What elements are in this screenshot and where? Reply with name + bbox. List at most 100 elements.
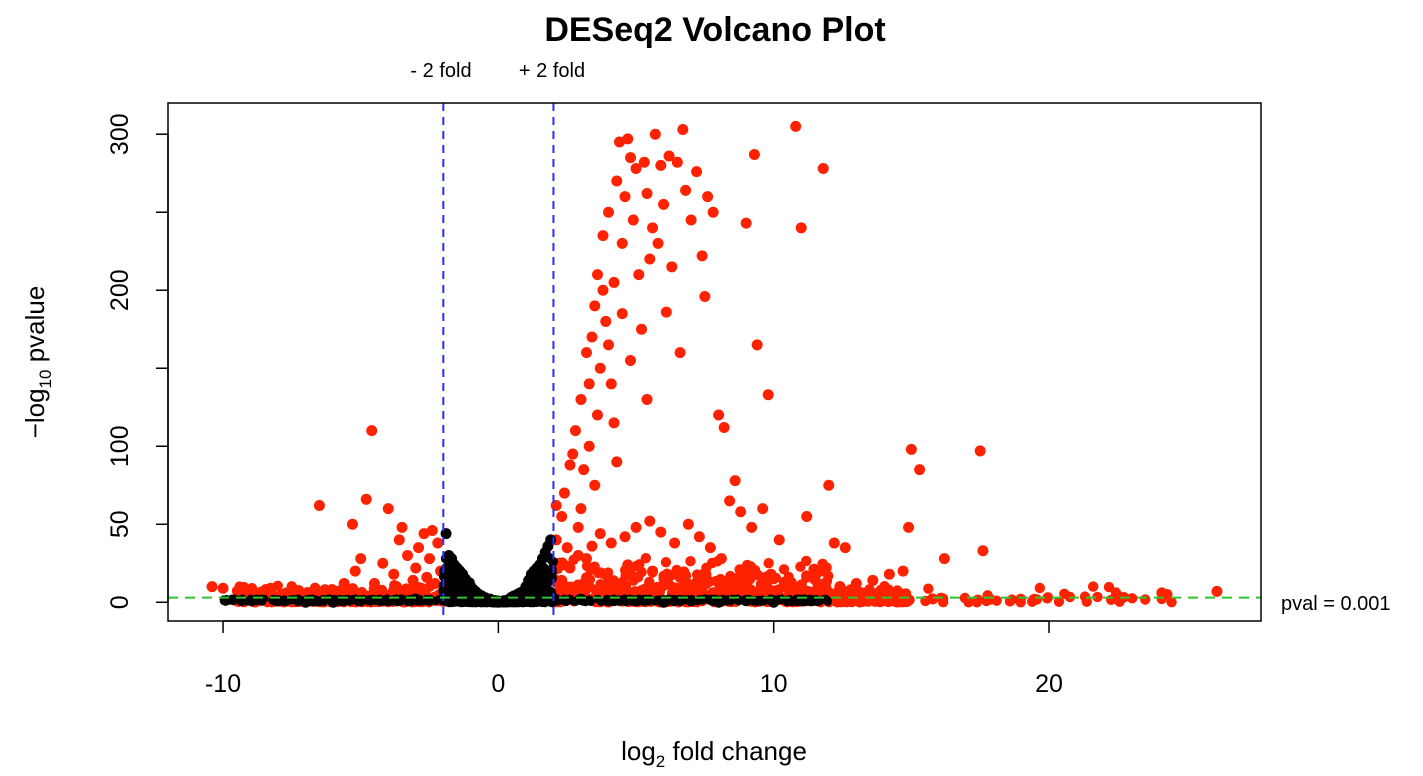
significant-point xyxy=(743,562,755,574)
significant-point xyxy=(569,425,581,437)
significant-point xyxy=(619,531,631,543)
significant-point xyxy=(823,479,835,491)
significant-point xyxy=(564,562,576,574)
significant-point xyxy=(605,577,616,589)
significant-point xyxy=(671,156,683,168)
significant-point xyxy=(732,573,744,585)
significant-point xyxy=(839,542,851,554)
significant-point xyxy=(977,545,989,557)
significant-point xyxy=(382,503,394,515)
significant-point xyxy=(338,578,350,590)
nonsignificant-point xyxy=(536,584,548,596)
significant-point xyxy=(366,425,378,437)
significant-point xyxy=(556,574,568,586)
significant-point xyxy=(393,534,405,546)
significant-point xyxy=(630,521,642,533)
significant-point xyxy=(762,389,774,401)
y-tick-label: 100 xyxy=(106,425,134,467)
significant-point xyxy=(621,584,632,595)
significant-point xyxy=(660,556,672,568)
significant-point xyxy=(597,230,609,242)
significant-point xyxy=(272,580,283,592)
significant-point xyxy=(715,553,727,565)
significant-point xyxy=(404,584,416,596)
significant-point xyxy=(1140,594,1151,605)
significant-point xyxy=(699,578,711,590)
significant-point xyxy=(1156,587,1168,599)
significant-point xyxy=(355,553,367,565)
significant-point xyxy=(413,542,425,554)
significant-point xyxy=(575,503,587,515)
significant-point xyxy=(415,582,427,594)
significant-point xyxy=(658,570,669,582)
nonsignificant-point xyxy=(685,595,697,607)
significant-point xyxy=(751,339,763,351)
significant-point xyxy=(640,553,652,564)
significant-point xyxy=(591,409,603,421)
significant-point xyxy=(809,573,821,585)
y-tick-label: 300 xyxy=(106,113,134,155)
significant-point xyxy=(629,586,641,597)
significant-point xyxy=(625,354,637,366)
significant-point xyxy=(781,578,793,590)
significant-point xyxy=(790,120,802,132)
significant-point xyxy=(1087,581,1099,592)
nonsignificant-point xyxy=(671,597,680,606)
nonsignificant-point xyxy=(575,593,587,605)
significant-point xyxy=(713,409,725,421)
significant-point xyxy=(558,487,570,499)
x-axis-label-rest: fold change xyxy=(665,736,807,766)
significant-point xyxy=(647,222,659,234)
significant-point xyxy=(561,542,573,554)
significant-point xyxy=(647,565,659,577)
significant-point xyxy=(644,253,656,265)
significant-point xyxy=(407,574,419,586)
significant-point xyxy=(572,521,584,533)
significant-point xyxy=(685,555,696,567)
nonsignificant-point xyxy=(543,565,555,577)
significant-point xyxy=(586,540,598,552)
nonsignificant-point xyxy=(348,594,357,603)
significant-point xyxy=(396,521,408,533)
significant-point xyxy=(600,315,612,327)
significant-point xyxy=(631,560,642,572)
significant-point xyxy=(605,378,617,390)
significant-point xyxy=(388,568,400,580)
significant-point xyxy=(319,584,331,596)
nonsignificant-point xyxy=(768,596,780,608)
y-axis: 0 50 100 200 300 xyxy=(106,113,169,609)
significant-point xyxy=(1079,591,1091,602)
significant-point xyxy=(963,597,974,608)
significant-point xyxy=(594,528,606,540)
minus-fold-label: - 2 fold xyxy=(410,60,471,82)
significant-point xyxy=(763,557,774,569)
x-axis-label-base: log xyxy=(621,736,656,766)
significant-point xyxy=(657,580,668,591)
significant-point xyxy=(801,555,812,567)
significant-point xyxy=(597,284,609,296)
significant-point xyxy=(666,570,677,581)
significant-point xyxy=(432,537,444,549)
significant-point xyxy=(1126,593,1138,604)
significant-point xyxy=(1006,594,1018,605)
nonsignificant-point xyxy=(758,597,767,606)
nonsignificant-point xyxy=(237,598,246,607)
significant-point xyxy=(589,300,601,312)
significant-point xyxy=(699,290,711,302)
significant-point xyxy=(583,378,595,390)
significant-point xyxy=(410,562,422,574)
significant-point xyxy=(754,584,766,596)
y-axis-label: −log10 pvalue xyxy=(20,286,55,439)
significant-point xyxy=(991,595,1002,606)
significant-point xyxy=(567,448,579,460)
significant-point xyxy=(744,574,755,585)
x-axis-label: log2 fold change xyxy=(621,736,807,771)
nonsignificant-point xyxy=(533,597,542,606)
significant-point xyxy=(660,306,672,318)
significant-point xyxy=(377,557,389,569)
significant-point xyxy=(426,525,438,537)
nonsignificant-point xyxy=(752,598,761,607)
significant-point xyxy=(677,124,689,136)
significant-point xyxy=(628,575,639,586)
significant-point xyxy=(1029,593,1040,605)
